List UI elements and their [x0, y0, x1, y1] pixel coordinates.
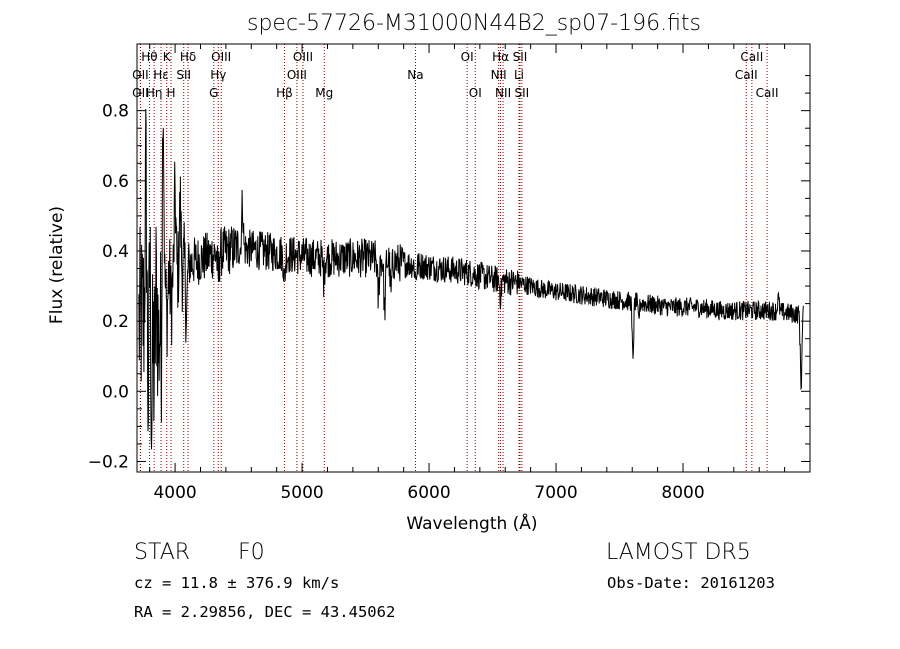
survey-name: LAMOST DR5	[606, 540, 751, 565]
line-marker-label: K	[163, 50, 172, 64]
object-class: STAR	[134, 540, 191, 565]
x-tick-label: 7000	[534, 483, 577, 503]
line-marker-label: Hδ	[180, 50, 196, 64]
line-marker-label: Li	[514, 68, 524, 82]
redshift-cz: cz = 11.8 ± 376.9 km/s	[134, 574, 340, 592]
line-marker-label: OIII	[211, 50, 231, 64]
line-marker-label: NII	[491, 68, 507, 82]
line-marker-label: SII	[176, 68, 191, 82]
line-marker-label: Hε	[153, 68, 169, 82]
line-marker-label: OIII	[293, 50, 313, 64]
x-tick-label: 4000	[153, 483, 196, 503]
plot-frame	[136, 43, 811, 473]
y-tick-label: 0.0	[102, 382, 129, 402]
y-tick-label: 0.4	[102, 242, 129, 262]
line-marker-label: Mg	[315, 86, 333, 100]
observation-date: Obs-Date: 20161203	[607, 574, 775, 592]
line-marker-label: Hγ	[210, 68, 226, 82]
y-tick-label: 0.8	[102, 102, 129, 122]
line-marker-label: G	[209, 86, 218, 100]
y-tick-label: 0.6	[102, 172, 129, 192]
line-marker-label: SII	[515, 86, 530, 100]
x-axis-label: Wavelength (Å)	[406, 512, 537, 534]
line-marker-label: SII	[513, 50, 528, 64]
line-marker-label: CaII	[756, 86, 779, 100]
line-marker-label: OIII	[287, 68, 307, 82]
x-tick-label: 5000	[280, 483, 323, 503]
line-marker-label: NII	[495, 86, 511, 100]
line-marker-label: Na	[407, 68, 423, 82]
line-marker-label: OI	[461, 50, 474, 64]
chart-title: spec-57726-M31000N44B2_sp07-196.fits	[247, 11, 701, 36]
line-marker-label: Hη	[146, 86, 163, 100]
line-marker-label: Hθ	[141, 50, 157, 64]
x-tick-label: 6000	[407, 483, 450, 503]
line-marker-label: OI	[469, 86, 482, 100]
y-axis-label: Flux (relative)	[47, 206, 67, 324]
line-marker-label: CaII	[740, 50, 763, 64]
line-marker-label: Hα	[492, 50, 509, 64]
spectrum-line	[138, 108, 805, 450]
y-tick-label: 0.2	[102, 312, 129, 332]
ra-dec-coordinates: RA = 2.29856, DEC = 43.45062	[134, 603, 396, 621]
line-marker-label: H	[167, 86, 176, 100]
x-tick-label: 8000	[661, 483, 704, 503]
object-subclass: F0	[238, 540, 265, 565]
line-marker-label: Hβ	[276, 86, 293, 100]
line-marker-label: CaII	[735, 68, 758, 82]
y-tick-label: −0.2	[88, 452, 129, 472]
